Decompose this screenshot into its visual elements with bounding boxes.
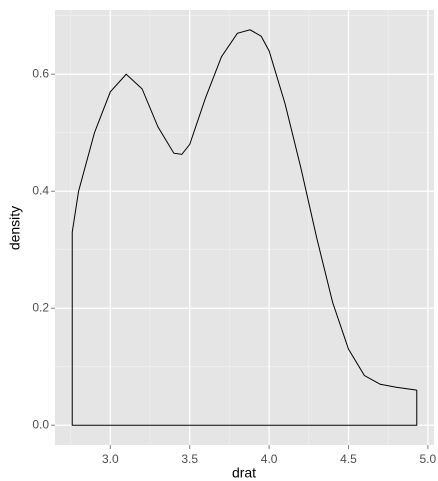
x-tick-label: 4.5 — [340, 452, 357, 466]
y-tick-label: 0.2 — [32, 300, 49, 314]
x-tick-label: 5.0 — [420, 452, 437, 466]
x-tick-label: 3.5 — [181, 452, 198, 466]
density-outline — [71, 232, 418, 426]
y-tick-label: 0.0 — [32, 417, 49, 431]
x-axis-title: drat — [232, 465, 256, 481]
y-axis-title: density — [7, 206, 23, 250]
y-tick-label: 0.4 — [32, 183, 49, 197]
density-line — [71, 29, 417, 391]
x-tick-label: 3.0 — [102, 452, 119, 466]
panel — [55, 10, 434, 445]
y-tick-label: 0.6 — [32, 66, 49, 80]
x-tick-label: 4.0 — [261, 452, 278, 466]
